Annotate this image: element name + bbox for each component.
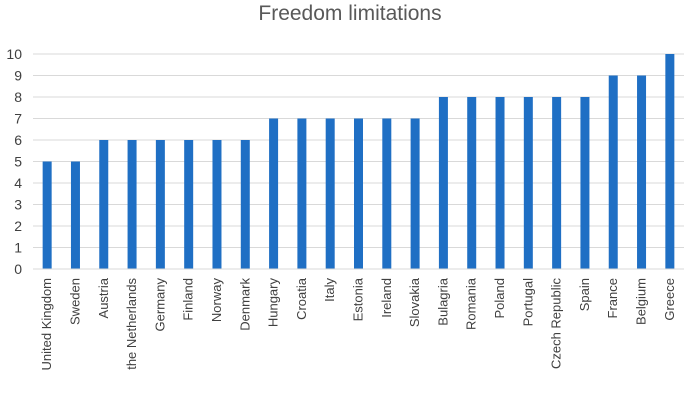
bar: [637, 75, 647, 269]
bar: [410, 118, 420, 269]
x-tick-label: Germany: [152, 278, 167, 332]
bar: [184, 140, 194, 269]
y-tick-label: 8: [14, 89, 22, 105]
y-tick-label: 4: [14, 175, 22, 191]
y-tick-label: 3: [14, 197, 22, 213]
x-tick-label: France: [605, 278, 620, 318]
bar: [99, 140, 109, 269]
y-tick-label: 1: [14, 240, 22, 256]
bar: [325, 118, 335, 269]
x-axis-labels: United Kingdom Sweden Austria the Netherlan…: [39, 277, 677, 370]
y-tick-label: 2: [14, 218, 22, 234]
y-tick-label: 7: [14, 111, 22, 127]
y-tick-label: 6: [14, 132, 22, 148]
x-tick-label: Hungary: [266, 278, 281, 328]
bar: [70, 161, 80, 269]
x-tick-label: Norway: [209, 278, 224, 323]
x-tick-label: Belgium: [634, 278, 649, 325]
y-tick-label: 0: [14, 261, 22, 277]
bar: [155, 140, 165, 269]
bar: [523, 97, 533, 269]
x-tick-label: Italy: [322, 278, 337, 302]
bar: [495, 97, 505, 269]
chart-title: Freedom limitations: [258, 2, 441, 25]
y-tick-label: 10: [6, 46, 22, 62]
x-tick-label: Denmark: [237, 278, 252, 331]
bar: [127, 140, 137, 269]
x-tick-label: Ireland: [379, 278, 394, 318]
bar: [438, 97, 448, 269]
x-tick-label: Poland: [492, 278, 507, 318]
x-tick-label: Bulagria: [435, 277, 450, 325]
x-tick-label: Slovakia: [407, 277, 422, 327]
bar: [269, 118, 279, 269]
x-tick-label: the Netherlands: [124, 278, 139, 370]
x-tick-label: Portugal: [520, 278, 535, 327]
bar: [42, 161, 52, 269]
x-tick-label: Romania: [464, 277, 479, 330]
bar: [212, 140, 222, 269]
x-tick-label: Austria: [96, 277, 111, 318]
x-tick-label: Greece: [662, 278, 677, 321]
x-tick-label: Estonia: [351, 277, 366, 321]
bars: [42, 54, 675, 269]
bar: [580, 97, 590, 269]
x-tick-label: Czech Republic: [549, 278, 564, 370]
y-axis-ticks: 0 1 2 3 4 5 6 7 8 9 10: [6, 46, 22, 277]
bar: [382, 118, 392, 269]
bar: [608, 75, 618, 269]
x-tick-label: Finland: [181, 278, 196, 321]
bar: [354, 118, 363, 269]
y-tick-label: 9: [14, 68, 22, 84]
bar: [467, 97, 477, 269]
bar: [552, 97, 562, 269]
x-tick-label: United Kingdom: [39, 278, 54, 371]
bar: [240, 140, 250, 269]
x-tick-label: Croatia: [294, 277, 309, 320]
y-tick-label: 5: [14, 154, 22, 170]
bar: [665, 54, 675, 269]
bar: [297, 118, 307, 269]
x-tick-label: Spain: [577, 278, 592, 311]
x-tick-label: Sweden: [67, 278, 82, 325]
